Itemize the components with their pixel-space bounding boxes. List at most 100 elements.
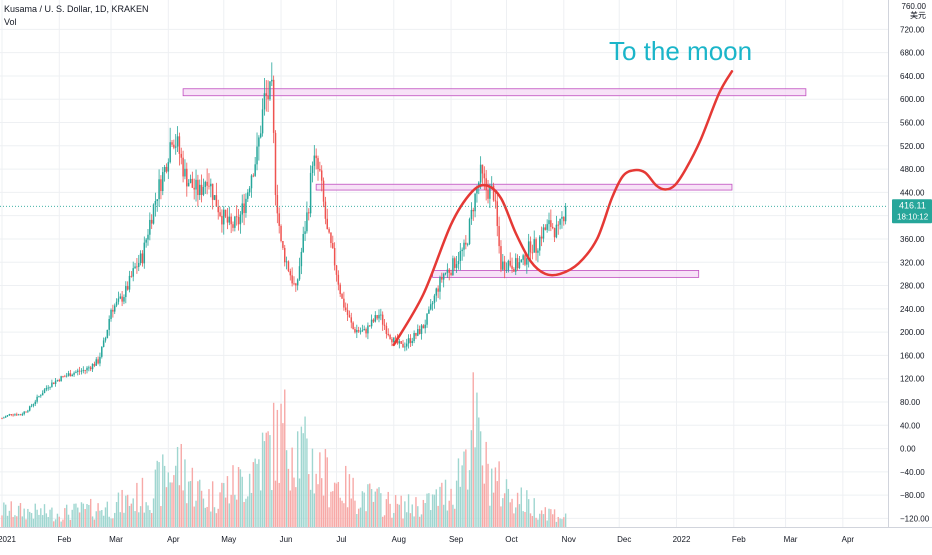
candle-body	[108, 318, 110, 330]
candle-body	[344, 307, 347, 311]
volume-bar	[150, 512, 153, 527]
volume-bar	[465, 449, 467, 527]
candle-body	[226, 216, 229, 223]
volume-bar	[393, 512, 395, 527]
candle-body	[320, 170, 323, 181]
volume-bar	[23, 508, 25, 527]
zone-top[interactable]	[182, 88, 807, 97]
x-tick-label: Jul	[336, 535, 346, 544]
volume-bar	[160, 506, 162, 527]
candle-body	[86, 367, 88, 371]
candle-body	[398, 341, 401, 344]
candle-body	[160, 179, 162, 192]
volume-legend[interactable]: Vol	[4, 17, 17, 27]
candle-body	[400, 341, 402, 344]
candle-body	[337, 274, 340, 285]
candle-body	[41, 393, 44, 396]
volume-bar	[370, 489, 373, 527]
volume-bar	[515, 507, 517, 527]
volume-bar	[483, 483, 486, 527]
volume-bar	[481, 465, 484, 527]
candle-body	[317, 158, 319, 170]
y-tick-label: 720.00	[900, 25, 925, 34]
volume-bar	[491, 468, 493, 527]
candlestick-series	[1, 62, 567, 420]
volume-bar	[51, 507, 53, 527]
candle-body	[267, 95, 269, 100]
volume-bar	[224, 497, 227, 527]
volume-bar	[163, 465, 166, 527]
volume-bar	[152, 498, 155, 527]
volume-bar	[173, 475, 175, 527]
time-axis[interactable]: 2021 Feb Mar Apr May Jun Jul Aug Sep Oct Nov Dec 202…	[0, 535, 854, 544]
symbol-title[interactable]: Kusama / U. S. Dollar, 1D, KRAKEN	[4, 4, 149, 14]
candle-body	[514, 258, 517, 272]
volume-bar	[278, 482, 280, 527]
volume-bar	[463, 451, 465, 527]
volume-bar	[237, 467, 240, 527]
volume-bar	[117, 492, 120, 527]
volume-bar	[243, 502, 245, 527]
volume-bar	[470, 430, 473, 527]
volume-bar	[143, 512, 145, 527]
candle-body	[88, 367, 90, 369]
candle-body	[213, 195, 216, 200]
candle-body	[174, 146, 177, 148]
candle-body	[404, 346, 406, 348]
volume-bar	[182, 490, 184, 527]
volume-bar	[149, 510, 151, 527]
volume-bar	[317, 484, 319, 527]
volume-bar	[114, 512, 116, 527]
volume-bar	[348, 474, 351, 527]
x-tick-label: 2021	[0, 535, 16, 544]
candle-body	[444, 272, 447, 274]
volume-bar	[341, 500, 343, 527]
candle-body	[417, 329, 419, 336]
y-tick-label: 320.00	[900, 258, 925, 267]
candle-body	[232, 224, 234, 228]
volume-bar	[363, 492, 365, 527]
volume-bar	[544, 507, 547, 527]
volume-bar	[128, 505, 131, 527]
zone-mid[interactable]	[315, 183, 733, 191]
volume-bar	[282, 423, 284, 527]
volume-bar	[454, 508, 456, 527]
volume-bar	[437, 505, 439, 527]
candle-body	[247, 192, 249, 199]
candle-body	[489, 185, 491, 199]
projection-curve-path[interactable]	[392, 70, 734, 347]
candle-body	[141, 253, 144, 264]
volume-bar	[529, 513, 532, 527]
price-axis[interactable]: 720.00 680.00 640.00 600.00 560.00 520.00 480.…	[900, 25, 930, 523]
candle-body	[14, 414, 16, 416]
volume-bar	[167, 472, 170, 527]
last-price-label: 416.11 18:10:12	[892, 199, 932, 224]
candle-body	[230, 216, 232, 225]
volume-bar	[280, 403, 282, 527]
volume-bar	[187, 481, 190, 527]
volume-bar	[10, 501, 12, 527]
volume-bar	[101, 510, 103, 527]
candle-body	[483, 173, 486, 179]
candle-body	[191, 178, 194, 188]
candle-body	[291, 275, 293, 284]
candle-body	[402, 343, 404, 348]
volume-bar	[32, 518, 35, 527]
x-tick-label: Apr	[167, 535, 180, 544]
volume-bar	[406, 512, 408, 527]
candle-body	[139, 253, 142, 263]
annotation-to-the-moon[interactable]: To the moon	[609, 36, 752, 66]
candle-body	[348, 314, 351, 318]
volume-bar	[533, 498, 535, 527]
candle-body	[106, 329, 109, 339]
candle-body	[187, 182, 190, 187]
candle-body	[341, 293, 343, 299]
candle-body	[365, 329, 367, 334]
y-tick-label: 280.00	[900, 282, 925, 291]
candle-body	[555, 224, 558, 238]
currency-indicator[interactable]: 760.00 美元	[902, 2, 926, 20]
candle-body	[295, 283, 297, 286]
candle-body	[93, 363, 96, 366]
